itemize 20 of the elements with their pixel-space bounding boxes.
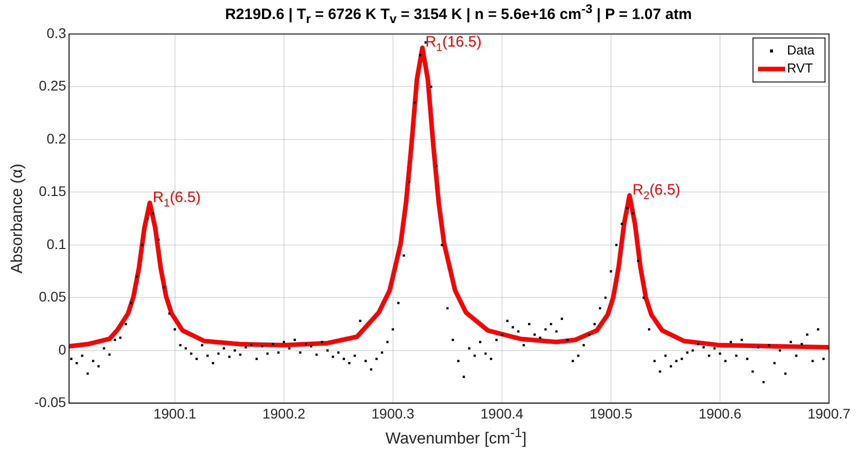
x-tick-label: 1900.3	[371, 405, 415, 422]
y-axis-title: Absorbance (α)	[9, 164, 26, 274]
x-tick-label: 1900.4	[480, 405, 524, 422]
x-tick-label: 1900.7	[808, 405, 851, 422]
y-tick-label: 0.15	[38, 183, 66, 200]
x-tick-label: 1900.5	[590, 405, 633, 422]
y-tick-label: 0.3	[46, 24, 66, 41]
y-tick-label: 0.2	[46, 130, 66, 146]
legend-label: Data	[787, 42, 816, 58]
x-tick-label: 1900.6	[698, 405, 742, 422]
x-tick-label: 1900.2	[262, 405, 306, 422]
y-tick-label: 0	[58, 341, 66, 358]
legend-label: RVT	[787, 60, 813, 76]
x-axis-title: Wavenumber [cm$^{-1}$]	[384, 424, 528, 448]
y-tick-label: 0.05	[38, 288, 66, 305]
y-tick-label: -0.05	[34, 394, 66, 410]
chart-title: R219D.6 | T$_{r}$ = 6726 K T$_{v}$ = 3154 K | n = 5.6e+16 cm$^{-3}$ | P = 1.07 atm	[224, 2, 693, 26]
y-tick-label: 0.1	[46, 236, 66, 252]
x-tick-label: 1900.1	[153, 405, 196, 422]
y-tick-label: 0.25	[38, 78, 66, 94]
